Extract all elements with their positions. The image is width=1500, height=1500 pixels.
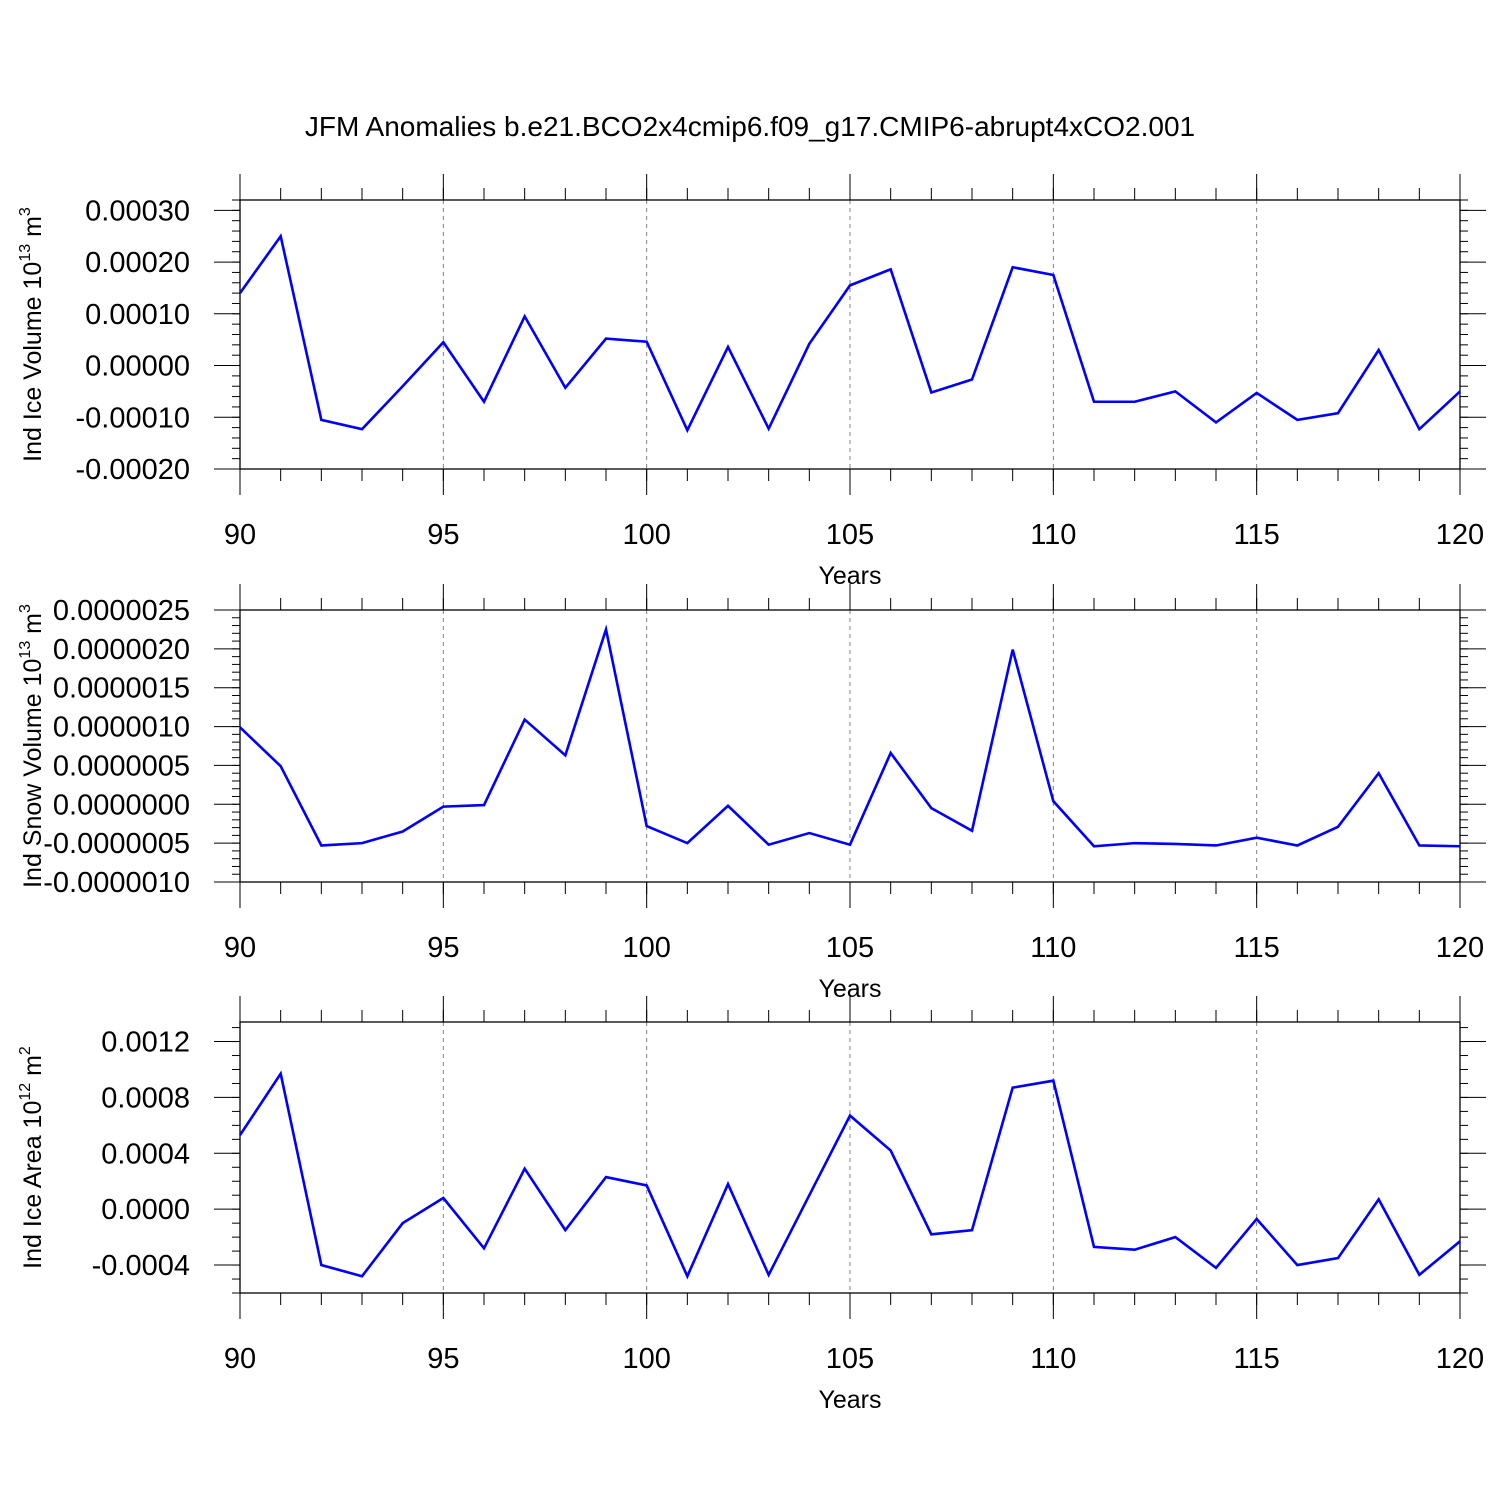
y-tick-label: 0.0000025	[53, 595, 190, 627]
x-tick-label: 115	[1234, 932, 1280, 964]
y-tick-label: 0.00030	[85, 195, 190, 227]
y-axis-label: Ind Snow Volume 1013 m3	[17, 604, 47, 888]
x-tick-label: 95	[427, 1343, 459, 1375]
series-line	[238, 233, 1461, 434]
y-tick-label: 0.0008	[101, 1082, 190, 1114]
y-tick-label: 0.0000	[101, 1194, 190, 1226]
x-tick-label: 110	[1030, 932, 1076, 964]
series-line	[239, 624, 1461, 848]
y-tick-label: 0.0000020	[53, 634, 190, 666]
y-tick-label: 0.0000015	[53, 673, 190, 705]
x-tick-label: 95	[427, 932, 459, 964]
y-axis-label-base: Ind Ice Area 10	[19, 1101, 47, 1269]
figure-title: JFM Anomalies b.e21.BCO2x4cmip6.f09_g17.…	[305, 111, 1195, 142]
x-tick-label: 105	[826, 1343, 874, 1375]
x-tick-label: 95	[427, 519, 459, 551]
x-tick-label: 90	[224, 519, 256, 551]
y-axis-label-unit-exponent: 2	[17, 1046, 34, 1055]
y-axis-label-exponent: 13	[17, 244, 34, 262]
y-tick-label: 0.0000005	[53, 750, 190, 782]
y-axis-label-base: Ind Ice Volume 10	[19, 262, 47, 462]
x-tick-label: 105	[826, 519, 874, 551]
y-tick-label: 0.0000010	[53, 712, 190, 744]
series-line	[238, 1070, 1461, 1280]
y-axis-label-unit: m	[19, 613, 47, 641]
chart-panel-1: -0.00020 -0.00010 0.00000 0.00010 0.00020 0.0…	[17, 174, 1486, 590]
y-tick-label: -0.0004	[92, 1250, 190, 1282]
y-axis-label-unit-exponent: 3	[17, 207, 34, 216]
y-axis-label-exponent: 13	[17, 641, 34, 659]
y-tick-label: 0.0012	[101, 1027, 190, 1059]
y-tick-label: 0.00020	[85, 247, 190, 279]
y-tick-label: -0.00020	[76, 454, 191, 486]
x-tick-label: 100	[622, 1343, 670, 1375]
y-tick-label: -0.0000005	[43, 828, 190, 860]
x-tick-label: 110	[1030, 1343, 1076, 1375]
y-axis-label-base: Ind Snow Volume 10	[19, 659, 47, 888]
x-axis-label: Years	[818, 1386, 881, 1414]
plot-frame	[239, 1021, 1461, 1294]
y-axis-label-unit: m	[19, 1055, 47, 1083]
y-axis-label-unit: m	[19, 216, 47, 244]
chart-panel-3: -0.0004 0.0000 0.0004 0.0008 0.0012 90 95 100 10…	[17, 996, 1486, 1414]
y-tick-label: 0.0000000	[53, 789, 190, 821]
x-tick-label: 100	[622, 519, 670, 551]
x-tick-label: 120	[1436, 932, 1484, 964]
plot-frame	[239, 609, 1461, 883]
x-tick-label: 120	[1436, 1343, 1484, 1375]
chart-panel-2: -0.0000010 -0.0000005 0.0000000 0.0000005 0.…	[17, 584, 1486, 1003]
y-axis-label-exponent: 12	[17, 1083, 34, 1101]
y-tick-label: 0.00010	[85, 299, 190, 331]
x-tick-label: 115	[1234, 519, 1280, 551]
y-tick-label: -0.0000010	[43, 867, 190, 899]
y-tick-label: 0.0004	[101, 1138, 190, 1170]
y-axis-label: Ind Ice Area 1012 m2	[17, 1046, 47, 1269]
y-axis-label-unit-exponent: 3	[17, 604, 34, 613]
y-tick-label: -0.00010	[76, 402, 191, 434]
plot-frame	[239, 199, 1461, 470]
y-tick-label: 0.00000	[85, 351, 190, 383]
x-tick-label: 115	[1234, 1343, 1280, 1375]
x-tick-label: 120	[1436, 519, 1484, 551]
x-tick-label: 100	[622, 932, 670, 964]
x-tick-label: 90	[224, 932, 256, 964]
panels: -0.00020 -0.00010 0.00000 0.00010 0.00020 0.0…	[17, 174, 1486, 1414]
y-axis-label: Ind Ice Volume 1013 m3	[17, 207, 47, 462]
x-tick-label: 105	[826, 932, 874, 964]
x-tick-label: 90	[224, 1343, 256, 1375]
x-tick-label: 110	[1030, 519, 1076, 551]
